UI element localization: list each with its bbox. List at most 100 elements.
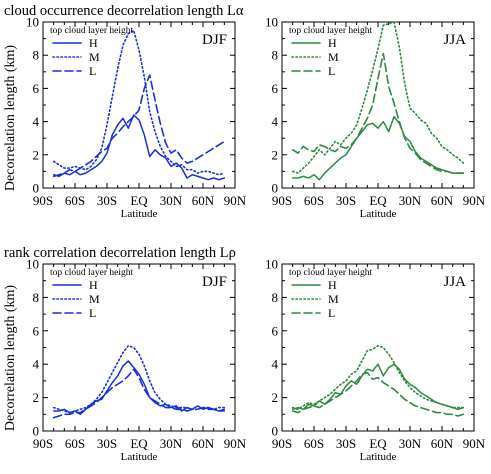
y-tick-label: 8 [33,48,40,63]
y-tick-label: 2 [33,147,40,162]
legend-label-M: M [89,292,100,306]
x-tick-label: 90S [33,436,53,451]
legend-label-L: L [89,306,96,320]
y-tick-label: 6 [272,323,279,338]
x-axis-label: Latitude [360,451,397,463]
y-tick-label: 10 [26,15,39,30]
series-line-M [52,29,226,176]
x-tick-label: 90N [224,436,247,451]
y-tick-label: 8 [272,48,279,63]
x-tick-label: 90N [463,436,486,451]
legend-label-M: M [328,50,339,64]
row-title-bottom: rank correlation decorrelation length Lρ [4,245,236,261]
legend-label-M: M [89,50,100,64]
chart-panel-djf-1: 0 2 4 6 8 10 90S 60S 30S EQ 30N 60N 90N Latitude DJF to… [26,257,247,464]
x-tick-label: 30N [160,436,183,451]
y-tick-label: 2 [272,390,279,405]
series-line-M [291,21,465,174]
x-tick-label: 30N [399,436,422,451]
x-tick-label: 90S [272,193,292,208]
x-tick-label: 90N [463,193,486,208]
x-tick-label: 60S [304,193,324,208]
x-tick-label: 60N [192,193,215,208]
legend-title: top cloud layer height [289,26,372,36]
legend-label-L: L [328,64,335,78]
x-tick-label: 30N [160,193,183,208]
season-label: JJA [443,274,466,290]
legend-label-H: H [328,36,337,50]
y-tick-label: 4 [272,357,279,372]
y-tick-label: 10 [265,257,278,272]
y-tick-label: 2 [272,147,279,162]
y-tick-label: 8 [33,290,40,305]
x-tick-label: EQ [369,436,387,451]
x-tick-label: 90N [224,193,247,208]
y-tick-label: 10 [265,15,278,30]
series-line-H [52,114,226,181]
x-axis-label: Latitude [360,208,397,220]
series-line-L [52,74,226,178]
y-tick-label: 0 [33,181,40,196]
legend-title: top cloud layer height [50,268,133,278]
x-tick-label: 60N [431,436,454,451]
x-tick-label: 90S [272,436,292,451]
x-tick-label: 60S [65,193,85,208]
y-tick-label: 8 [272,290,279,305]
x-tick-label: 90S [33,193,53,208]
y-tick-label: 0 [272,181,279,196]
y-tick-label: 6 [33,81,40,96]
series-line-H [291,115,465,181]
x-axis-label: Latitude [121,451,158,463]
season-label: DJF [202,274,227,290]
series-line-H [52,360,226,416]
x-tick-label: EQ [369,193,387,208]
season-label: JJA [443,32,466,48]
y-tick-label: 10 [26,257,39,272]
x-tick-label: 30S [97,193,117,208]
x-tick-label: 30S [336,436,356,451]
x-tick-label: 60N [431,193,454,208]
chart-panel-jja-0: 0 2 4 6 8 10 90S 60S 30S EQ 30N 60N 90N Latitude JJA to… [265,15,486,221]
legend-label-H: H [89,278,98,292]
x-tick-label: 30S [336,193,356,208]
y-tick-label: 6 [272,81,279,96]
legend-label-H: H [89,36,98,50]
y-tick-label: 4 [33,114,40,129]
x-tick-label: EQ [130,193,148,208]
legend-label-H: H [328,278,337,292]
row-title-top: cloud occurrence decorrelation length Lα [4,3,244,19]
x-tick-label: 60S [65,436,85,451]
series-line-L [52,368,226,419]
x-tick-label: 30S [97,436,117,451]
y-tick-label: 2 [33,390,40,405]
y-tick-label: 4 [272,114,279,129]
x-tick-label: EQ [130,436,148,451]
x-tick-label: 30N [399,193,422,208]
x-tick-label: 60S [304,436,324,451]
y-tick-label: 6 [33,323,40,338]
y-tick-label: 4 [33,357,40,372]
chart-panel-jja-1: 0 2 4 6 8 10 90S 60S 30S EQ 30N 60N 90N Latitude JJA to… [265,257,486,464]
legend-label-L: L [89,64,96,78]
chart-panel-djf-0: 0 2 4 6 8 10 90S 60S 30S EQ 30N 60N 90N Latitude DJF to… [26,15,247,221]
series-line-L [291,52,465,174]
legend-title: top cloud layer height [289,268,372,278]
y-tick-label: 0 [33,424,40,439]
legend-label-M: M [328,292,339,306]
series-line-L [291,371,465,417]
chart-panels: 0 2 4 6 8 10 90S 60S 30S EQ 30N 60N 90N Latitude DJF to… [26,15,486,464]
legend-title: top cloud layer height [50,26,133,36]
x-axis-label: Latitude [121,208,158,220]
y-tick-label: 0 [272,424,279,439]
y-axis-label-bottom: Decorrelation length (km) [3,285,18,432]
series-line-M [291,344,465,411]
series-line-H [291,363,465,411]
season-label: DJF [202,32,227,48]
y-axis-label-top: Decorrelation length (km) [3,45,18,192]
x-tick-label: 60N [192,436,215,451]
